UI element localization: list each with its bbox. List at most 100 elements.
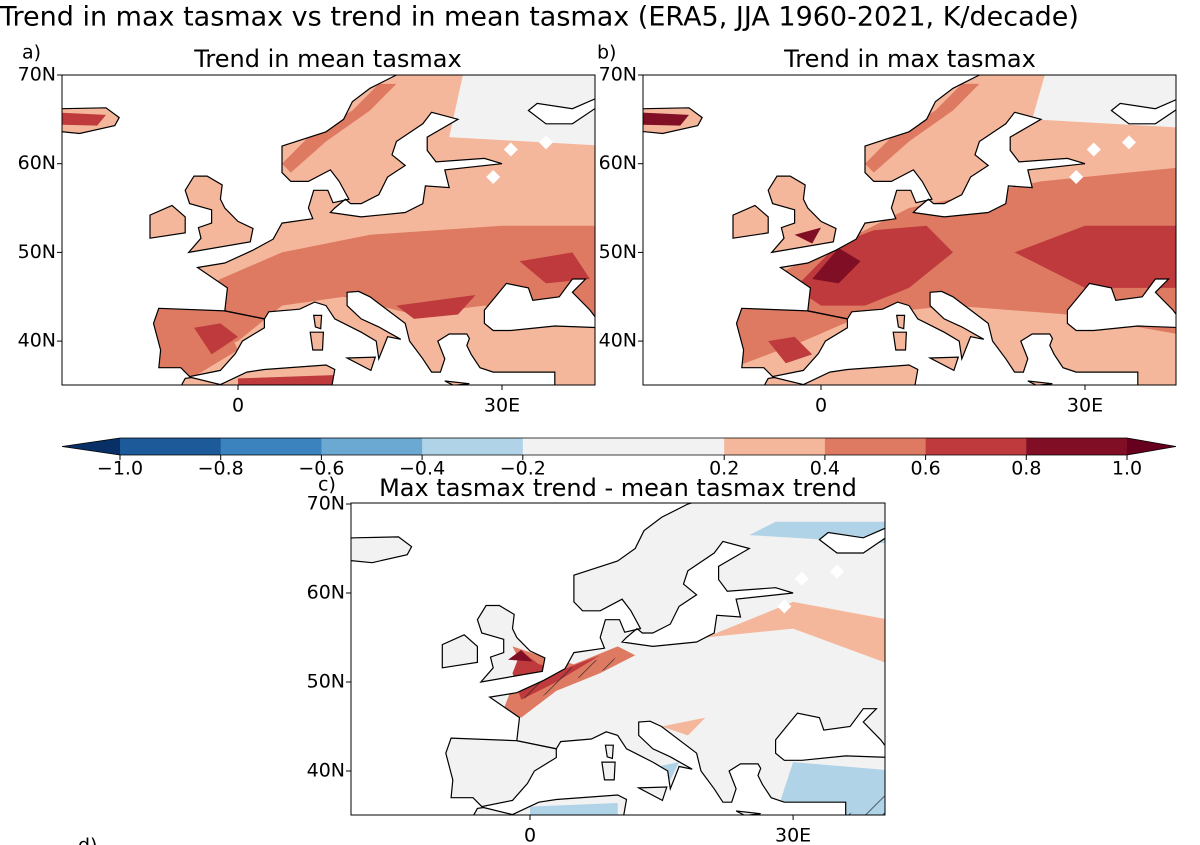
shading	[62, 75, 595, 385]
map-panel	[643, 75, 1176, 385]
map-frame	[350, 502, 886, 816]
colorbar-segment	[1026, 438, 1128, 455]
shade-area	[282, 83, 397, 173]
coastline	[149, 204, 186, 239]
lat-label: 50N	[18, 241, 56, 263]
sea	[912, 111, 1086, 218]
panel-title: Max tasmax trend - mean tasmax trend	[379, 474, 857, 502]
shade-area	[62, 110, 106, 126]
colorbar-segment	[522, 438, 725, 455]
lat-label: 70N	[18, 64, 56, 86]
sea	[527, 98, 595, 125]
lat-label: 70N	[599, 64, 637, 86]
colorbar-segment	[120, 438, 222, 455]
figure-title: Trend in max tasmax vs trend in mean tas…	[0, 2, 1079, 33]
coastline	[896, 314, 906, 330]
coastline	[778, 75, 1139, 385]
map-panel	[351, 503, 885, 815]
colorbar-segment	[422, 438, 524, 455]
masked-cell	[486, 170, 501, 185]
lat-label: 70N	[307, 493, 345, 515]
shading	[643, 75, 1176, 385]
lat-label: 60N	[307, 582, 345, 604]
lat-label: 60N	[18, 152, 56, 174]
coastline	[732, 204, 769, 239]
lat-label: 40N	[18, 330, 56, 352]
sea	[483, 278, 595, 332]
coastline	[604, 744, 614, 760]
masked-cell	[1069, 170, 1084, 185]
shade-area	[794, 225, 953, 306]
map-panel	[62, 75, 595, 385]
shading	[351, 503, 885, 815]
masked-cell	[1086, 142, 1101, 157]
coastline	[636, 786, 668, 802]
shade-area	[396, 295, 476, 319]
map-frame	[61, 74, 596, 386]
panel-label: c)	[318, 474, 336, 496]
shade-area	[1014, 225, 1176, 288]
colorbar-segment	[724, 438, 826, 455]
colorbar-extend	[1127, 438, 1176, 455]
shade-area	[812, 248, 861, 284]
colorbar-segment	[321, 438, 423, 455]
shade-area	[530, 803, 618, 815]
sea	[329, 111, 503, 218]
shade-area	[643, 110, 689, 126]
coastline	[62, 107, 120, 135]
shade-area	[768, 336, 813, 364]
lon-label: 0	[524, 825, 536, 845]
lon-label: 0	[815, 395, 827, 417]
hatching	[845, 793, 885, 815]
coastline	[184, 175, 254, 254]
shade-area	[449, 75, 595, 146]
shade-area	[150, 305, 238, 377]
colorbar-tick-label: −0.8	[198, 458, 244, 480]
coastline	[927, 356, 960, 372]
coastline	[313, 314, 323, 330]
coastline	[763, 364, 919, 385]
colorbar-tick-label: 0.4	[810, 458, 840, 480]
panel-title: Trend in max tasmax	[783, 45, 1036, 73]
coastline	[351, 536, 413, 564]
coastline	[892, 331, 908, 351]
shade-area	[794, 227, 821, 244]
colorbar-tick-label: −1.0	[97, 458, 143, 480]
shade-area	[865, 83, 980, 173]
coastline	[643, 107, 703, 135]
masked-cell	[829, 564, 844, 579]
coastline	[476, 604, 546, 683]
panel-label: a)	[22, 42, 41, 64]
colorbar-tick-label: 0.8	[1011, 458, 1041, 480]
coastline	[473, 794, 628, 815]
colorbar-tick-label: 0.2	[709, 458, 739, 480]
masked-cell	[1122, 135, 1136, 150]
lat-label: 50N	[599, 241, 637, 263]
colorbar-segment	[824, 438, 927, 455]
coastline	[180, 364, 336, 385]
colorbar-tick-label: −0.6	[298, 458, 344, 480]
panel-label: b)	[597, 42, 616, 64]
colorbar-tick-label: −0.2	[500, 458, 546, 480]
masked-cell	[794, 571, 809, 586]
panel-label: d)	[78, 835, 97, 845]
colorbar-segment	[925, 438, 1027, 455]
shade-area	[194, 323, 238, 355]
shade-area	[661, 717, 706, 736]
lat-label: 40N	[307, 760, 345, 782]
coastline	[309, 331, 325, 351]
coastline	[601, 761, 616, 781]
coastline	[344, 356, 377, 372]
shade-area	[508, 650, 533, 662]
masked-cell	[539, 135, 553, 150]
lat-label: 60N	[599, 152, 637, 174]
sea	[620, 540, 794, 648]
masked-cell	[503, 142, 518, 157]
sea	[775, 708, 885, 761]
panel-title: Trend in mean tasmax	[193, 45, 461, 73]
colorbar-tick-label: −0.4	[399, 458, 445, 480]
colorbar-segment	[220, 438, 322, 455]
hatching	[521, 653, 618, 705]
coastline	[767, 175, 837, 254]
